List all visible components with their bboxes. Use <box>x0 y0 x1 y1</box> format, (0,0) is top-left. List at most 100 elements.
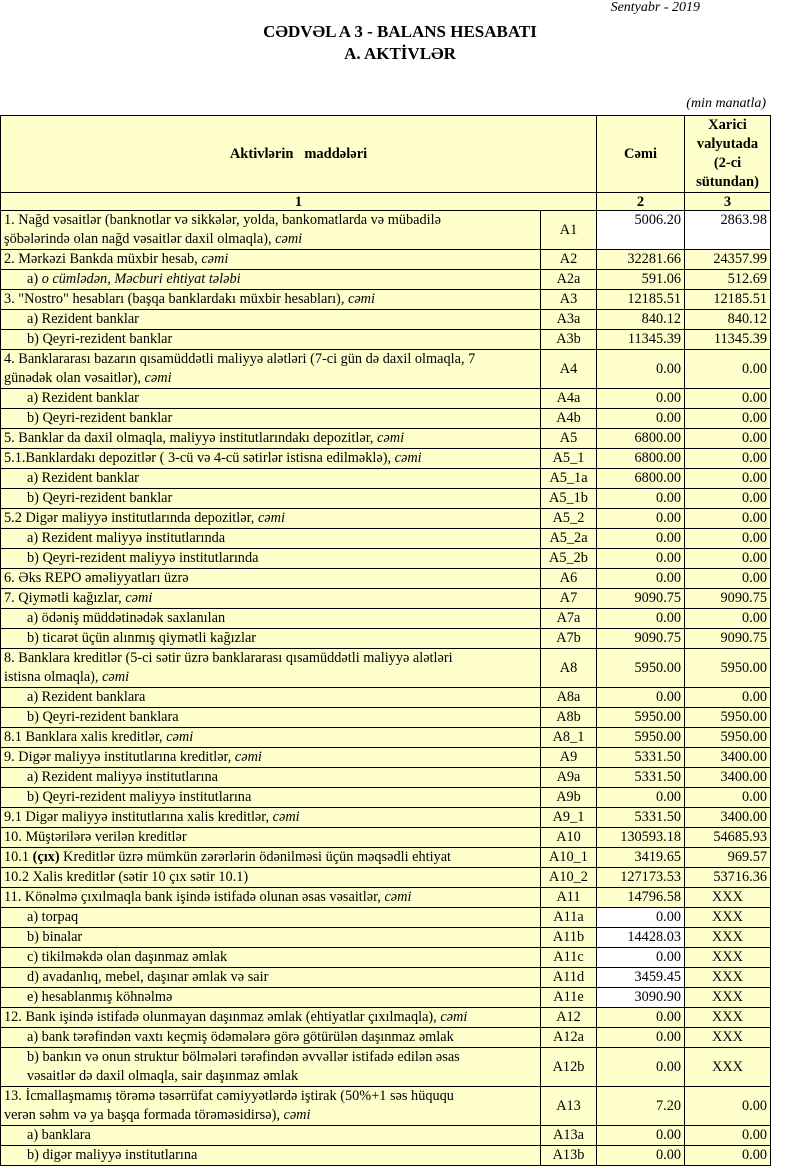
row-code: A9a <box>540 767 597 788</box>
table-row: 12. Bank işində istifadə olunmayan daşın… <box>0 1007 771 1028</box>
report-date: Sentyabr - 2019 <box>610 0 700 15</box>
value-total: 0.00 <box>596 947 685 968</box>
value-total: 127173.53 <box>596 867 685 888</box>
value-total: 5331.50 <box>596 747 685 768</box>
table-row: e) hesablanmış köhnəlmə A11e 3090.90 XXX <box>0 987 771 1008</box>
row-label-part: 10. Müştərilərə verilən kreditlər <box>4 829 187 845</box>
row-label-part: b) Qeyri-rezident maliyyə institutlarınd… <box>27 550 259 566</box>
value-total: 32281.66 <box>596 249 685 270</box>
table-row: 11. Könəlmə çıxılmaqla bank işində istif… <box>0 887 771 908</box>
value-foreign: 0.00 <box>684 787 771 808</box>
row-label: a) ödəniş müddətinədək saxlanılan <box>0 608 541 629</box>
value-total: 0.00 <box>596 388 685 409</box>
row-label: b) Qeyri-rezident maliyyə institutlarına <box>0 787 541 808</box>
row-code: A4a <box>540 388 597 409</box>
row-code: A8 <box>540 648 597 688</box>
value-total: 3090.90 <box>596 987 685 1008</box>
table-row: a) Rezident maliyyə institutlarına A9a 533… <box>0 767 771 788</box>
row-label-part: 5. Banklar da daxil olmaqla, maliyyə ins… <box>4 430 378 446</box>
value-foreign: 3400.00 <box>684 807 771 828</box>
row-label-part: cəmi <box>384 889 412 905</box>
row-label-part: b) Qeyri-rezident banklar <box>27 331 173 347</box>
table-row: a) torpaq A11a 0.00 XXX <box>0 907 771 928</box>
balance-table: Aktivlərin maddələri Cəmi Xarici valyuta… <box>0 115 771 1166</box>
value-foreign: XXX <box>684 887 771 908</box>
value-total: 5331.50 <box>596 767 685 788</box>
row-label-part: cəmi <box>234 749 262 765</box>
row-code: A11b <box>540 927 597 948</box>
row-code: A8b <box>540 707 597 728</box>
row-label: 13. İcmallaşmamış törəmə təsərrüfat cəmi… <box>0 1086 541 1126</box>
row-label: b) Qeyri-rezident banklara <box>0 707 541 728</box>
value-total: 840.12 <box>596 309 685 330</box>
value-foreign: 9090.75 <box>684 628 771 649</box>
row-label: a) banklara <box>0 1125 541 1146</box>
row-label: 4. Banklararası bazarın qısamüddətli mal… <box>0 349 541 389</box>
row-label-part: b) binalar <box>27 929 83 945</box>
row-label-part: 5.2 Digər maliyyə institutlarında depozi… <box>4 510 258 526</box>
row-label: a) Rezident maliyyə institutlarına <box>0 767 541 788</box>
column-header-total: Cəmi <box>596 115 685 193</box>
row-label-part: 12. Bank işində istifadə olunmayan daşın… <box>4 1009 441 1025</box>
row-code: A5_1b <box>540 488 597 509</box>
row-label-part: b) ticarət üçün alınmış qiymətli kağızla… <box>27 630 257 646</box>
table-row: 9. Digər maliyyə institutlarına kreditlə… <box>0 747 771 768</box>
row-label-part: cəmi <box>201 251 229 267</box>
row-code: A5_1 <box>540 448 597 469</box>
row-label-part: 10.2 Xalis kreditlər (sətir 10 çıx sətir… <box>4 869 249 885</box>
value-total: 0.00 <box>596 488 685 509</box>
row-label-part: a) Rezident banklar <box>27 470 139 486</box>
row-label: 10.2 Xalis kreditlər (sətir 10 çıx sətir… <box>0 867 541 888</box>
value-foreign: 3400.00 <box>684 747 771 768</box>
row-label: d) avadanlıq, mebel, daşınar əmlak və sa… <box>0 967 541 988</box>
row-code: A6 <box>540 568 597 589</box>
row-label: 5.2 Digər maliyyə institutlarında depozi… <box>0 508 541 529</box>
row-label: a) torpaq <box>0 907 541 928</box>
row-code: A7a <box>540 608 597 629</box>
row-label-part: cəmi <box>275 231 303 247</box>
row-label-part: cəmi <box>440 1009 468 1025</box>
row-label-part: b) Qeyri-rezident maliyyə institutlarına <box>27 789 252 805</box>
value-foreign: 0.00 <box>684 1086 771 1126</box>
row-code: A7b <box>540 628 597 649</box>
column-number: 2 <box>596 192 685 211</box>
row-code: A4 <box>540 349 597 389</box>
row-code: A10_2 <box>540 867 597 888</box>
row-label: 10. Müştərilərə verilən kreditlər <box>0 827 541 848</box>
table-row: c) tikilməkdə olan daşınmaz əmlak A11c 0.0… <box>0 947 771 968</box>
table-row: b) binalar A11b 14428.03 XXX <box>0 927 771 948</box>
value-foreign: 840.12 <box>684 309 771 330</box>
row-label-part: (çıx) <box>32 849 60 865</box>
table-row: b) ticarət üçün alınmış qiymətli kağızla… <box>0 628 771 649</box>
table-row: a) Rezident banklara A8a 0.00 0.00 <box>0 687 771 708</box>
value-foreign: 0.00 <box>684 508 771 529</box>
row-label: b) Qeyri-rezident banklar <box>0 408 541 429</box>
table-row: b) Qeyri-rezident maliyyə institutlarınd… <box>0 548 771 569</box>
value-total: 0.00 <box>596 1145 685 1166</box>
value-total: 9090.75 <box>596 588 685 609</box>
row-label-part: cəmi <box>257 510 285 526</box>
table-row: 5.1.Banklardakı depozitlər ( 3-cü və 4-c… <box>0 448 771 469</box>
row-label-part: d) avadanlıq, mebel, daşınar əmlak və sa… <box>27 969 269 985</box>
table-row: b) digər maliyyə institutlarına A13b 0.00 0… <box>0 1145 771 1166</box>
row-label-part: a) Rezident maliyyə institutlarında <box>27 530 226 546</box>
value-total: 6800.00 <box>596 428 685 449</box>
value-foreign: 0.00 <box>684 408 771 429</box>
row-code: A12b <box>540 1047 597 1087</box>
row-label-part: 9.1 Digər maliyyə institutlarına xalis k… <box>4 809 273 825</box>
value-foreign: 24357.99 <box>684 249 771 270</box>
table-row: 10.2 Xalis kreditlər (sətir 10 çıx sətir… <box>0 867 771 888</box>
row-label-part: Kreditlər üzrə mümkün zərərlərin ödənilm… <box>59 849 452 865</box>
value-total: 0.00 <box>596 548 685 569</box>
value-foreign: XXX <box>684 947 771 968</box>
row-code: A5_1a <box>540 468 597 489</box>
table-row: 9.1 Digər maliyyə institutlarına xalis k… <box>0 807 771 828</box>
table-row: 8. Banklara kreditlər (5-ci sətir üzrə b… <box>0 648 771 688</box>
row-label: a) o cümlədən, Məcburi ehtiyat tələbi <box>0 269 541 290</box>
table-row: 10. Müştərilərə verilən kreditlər A10 1305… <box>0 827 771 848</box>
value-total: 11345.39 <box>596 329 685 350</box>
value-total: 5006.20 <box>596 210 685 250</box>
row-label-part: 3. "Nostro" hesabları (başqa banklardakı… <box>4 291 348 307</box>
value-total: 0.00 <box>596 1007 685 1028</box>
value-foreign: 5950.00 <box>684 707 771 728</box>
